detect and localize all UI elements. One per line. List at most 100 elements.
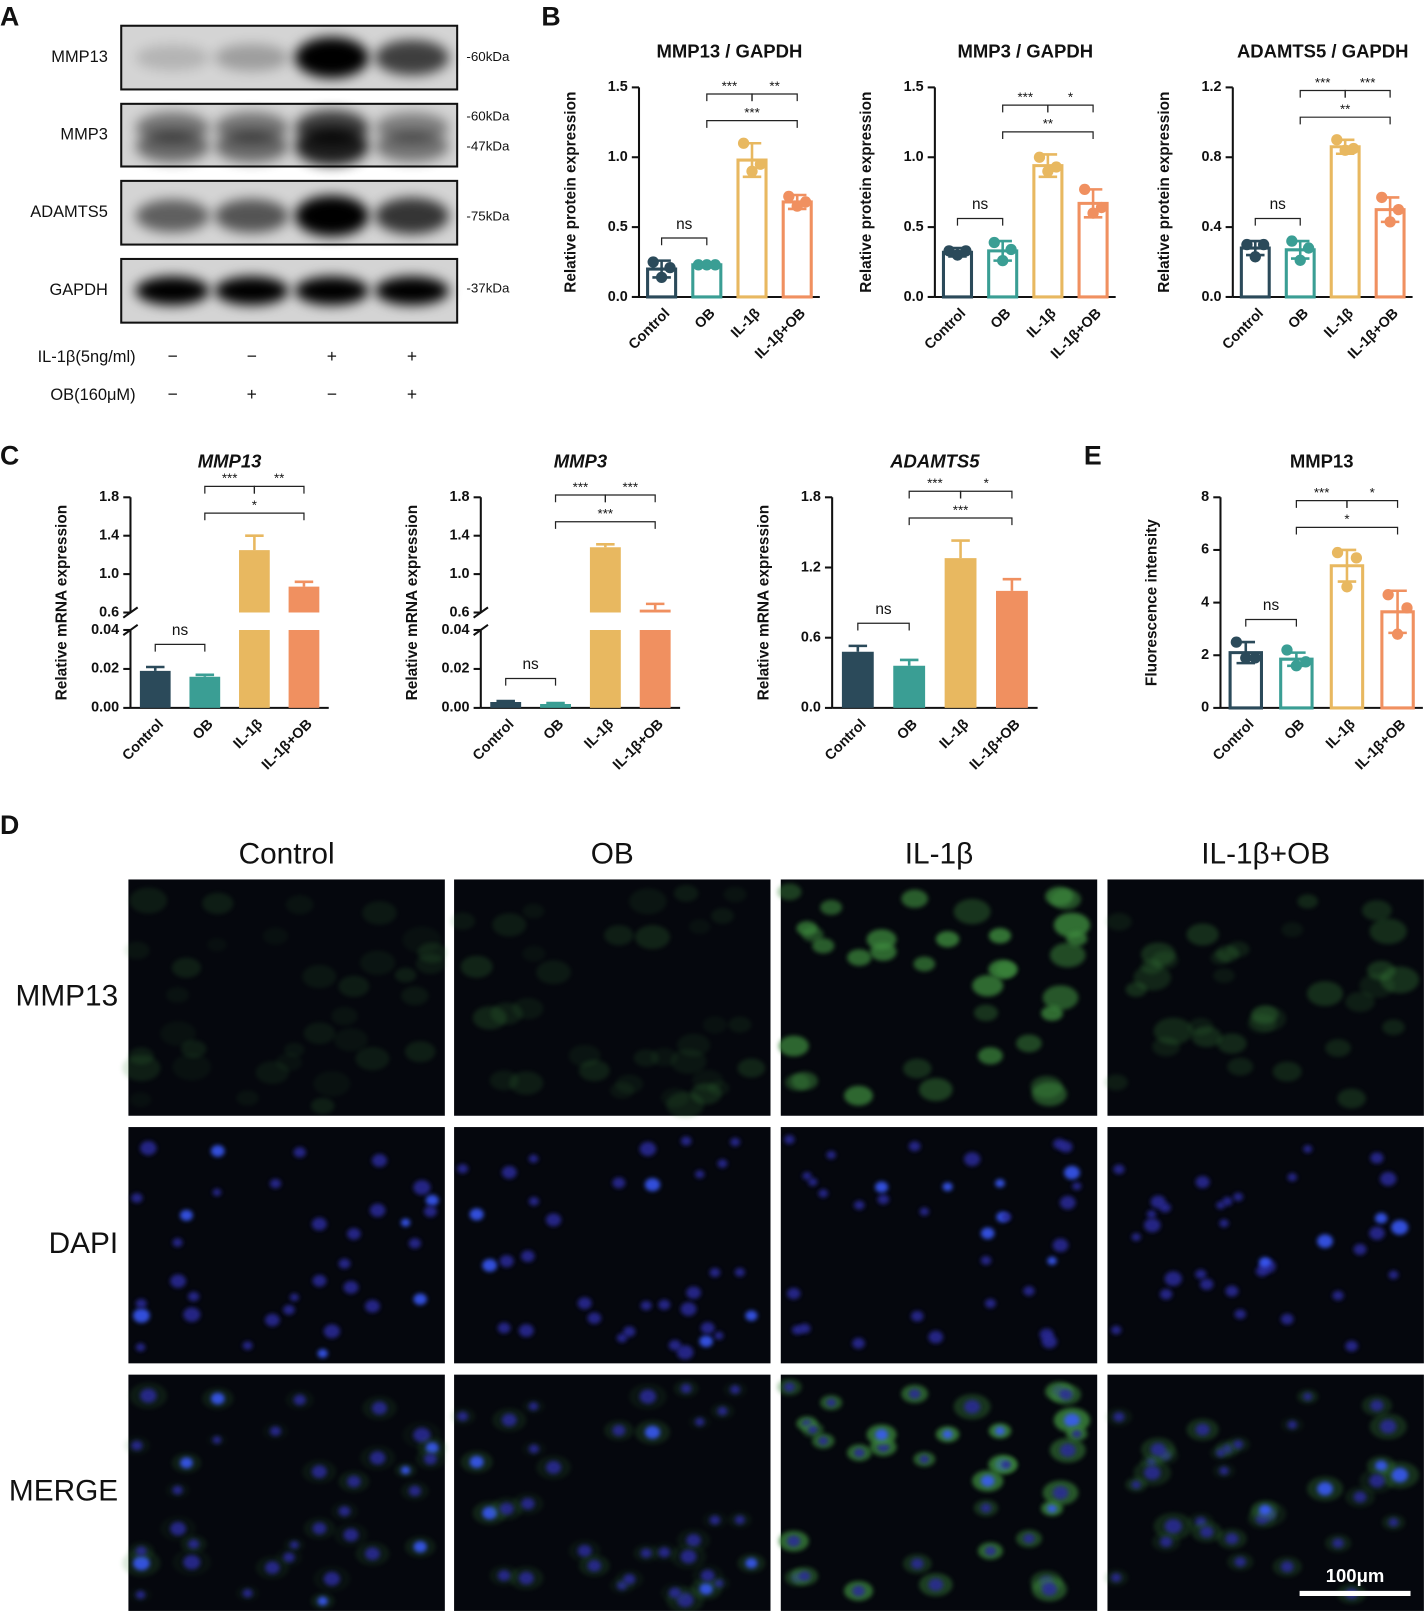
significance-bracket	[154, 643, 206, 652]
y-tick-label: 0.5	[608, 219, 628, 235]
micrograph	[1107, 1127, 1424, 1364]
significance-label: ns	[875, 601, 892, 618]
data-point	[1095, 201, 1108, 214]
data-point	[1042, 165, 1054, 177]
nucleus	[730, 1385, 741, 1394]
cytoplasm-stain	[1186, 923, 1219, 946]
nucleus	[680, 1136, 692, 1146]
cytoplasm-stain	[172, 1053, 212, 1081]
significance-bracket	[604, 494, 656, 503]
nucleus	[135, 1590, 146, 1600]
cytoplasm-stain	[728, 1016, 752, 1033]
bar	[239, 550, 270, 708]
nucleus	[1287, 1173, 1298, 1182]
nucleus	[424, 1205, 437, 1217]
bar	[540, 704, 571, 708]
nucleus	[183, 1307, 201, 1322]
nucleus	[1303, 1392, 1313, 1401]
blot-band	[214, 276, 289, 306]
column-label: OB	[591, 838, 634, 871]
nucleus	[1353, 1243, 1367, 1255]
nucleus	[980, 1255, 992, 1265]
significance-bracket	[1295, 500, 1348, 508]
cytoplasm-stain	[331, 1006, 358, 1026]
nucleus	[911, 1558, 924, 1570]
nucleus	[1234, 1309, 1246, 1320]
y-tick-label: 1.0	[99, 566, 119, 582]
cytoplasm-stain	[1106, 912, 1132, 931]
y-tick-label: 4	[1201, 594, 1209, 610]
nucleus	[717, 1406, 728, 1416]
nucleus	[1144, 1465, 1161, 1480]
chart-title: MMP3 / GAPDH	[957, 40, 1093, 61]
cytoplasm-stain	[688, 919, 711, 935]
cytoplasm-stain	[1251, 1005, 1279, 1024]
blot-row-label: MMP3	[60, 126, 107, 144]
nucleus	[717, 1159, 728, 1168]
nucleus	[686, 1286, 701, 1299]
nucleus	[311, 1465, 327, 1479]
nucleus	[1150, 1195, 1166, 1209]
y-tick-label: 0.04	[91, 622, 119, 638]
nucleus	[369, 1451, 386, 1465]
nucleus	[408, 1238, 421, 1249]
nucleus	[528, 1154, 539, 1163]
nucleus	[293, 1394, 306, 1406]
bar	[841, 651, 874, 708]
nucleus	[312, 1274, 327, 1287]
blot-band	[294, 195, 369, 237]
nucleus	[1369, 1474, 1385, 1488]
blot-band	[374, 39, 449, 76]
micrograph	[1104, 879, 1424, 1116]
cytoplasm-stain	[1226, 941, 1250, 958]
nucleus	[1388, 1518, 1399, 1527]
nucleus	[457, 1411, 469, 1422]
bar	[736, 158, 768, 299]
significance-label: ns	[1263, 597, 1280, 614]
micrograph	[777, 879, 1098, 1116]
y-tick-label: 0	[1201, 700, 1209, 716]
significance-bracket	[706, 93, 753, 102]
significance-bracket	[706, 120, 798, 128]
cytoplasm-stain	[310, 1097, 335, 1115]
y-tick-label: 1.0	[450, 566, 470, 582]
significance-label: ***	[927, 476, 943, 491]
cytoplasm-stain	[604, 925, 634, 946]
nucleus	[680, 1383, 692, 1394]
nucleus	[413, 1541, 427, 1553]
significance-bracket	[1299, 89, 1346, 98]
cytoplasm-stain	[285, 895, 314, 915]
blot-row-label: MMP13	[51, 48, 108, 66]
blot-band	[135, 276, 210, 306]
nucleus	[676, 1345, 694, 1360]
nucleus	[1216, 1449, 1226, 1457]
nucleus	[1064, 1413, 1080, 1428]
row-label: MMP13	[16, 979, 119, 1012]
nucleus	[745, 1310, 758, 1321]
nucleus	[183, 1554, 201, 1570]
nucleus	[400, 1218, 411, 1227]
cytoplasm-stain	[1066, 931, 1088, 946]
bar	[941, 250, 974, 299]
error-bar	[899, 658, 919, 666]
nucleus	[787, 1287, 801, 1300]
cytoplasm-stain	[777, 883, 802, 901]
blot-row-label: GAPDH	[49, 281, 107, 299]
x-tick-label: IL-1β+OB	[259, 716, 316, 773]
blot-row-label: ADAMTS5	[30, 203, 108, 221]
nucleus	[808, 1177, 818, 1187]
data-point	[1331, 134, 1343, 146]
nucleus	[180, 1457, 193, 1469]
nucleus	[1233, 1440, 1244, 1449]
cytoplasm-stain	[123, 941, 150, 960]
data-point	[988, 236, 1000, 249]
x-tick-label: IL-1β	[1024, 305, 1060, 341]
bar	[1284, 248, 1316, 299]
nucleus	[658, 1299, 671, 1310]
nucleus	[852, 1585, 865, 1597]
nucleus	[826, 1398, 836, 1407]
cytoplasm-stain	[338, 975, 370, 997]
nucleus	[911, 1310, 924, 1322]
blot-band	[135, 44, 210, 71]
significance-label: ***	[573, 479, 589, 494]
